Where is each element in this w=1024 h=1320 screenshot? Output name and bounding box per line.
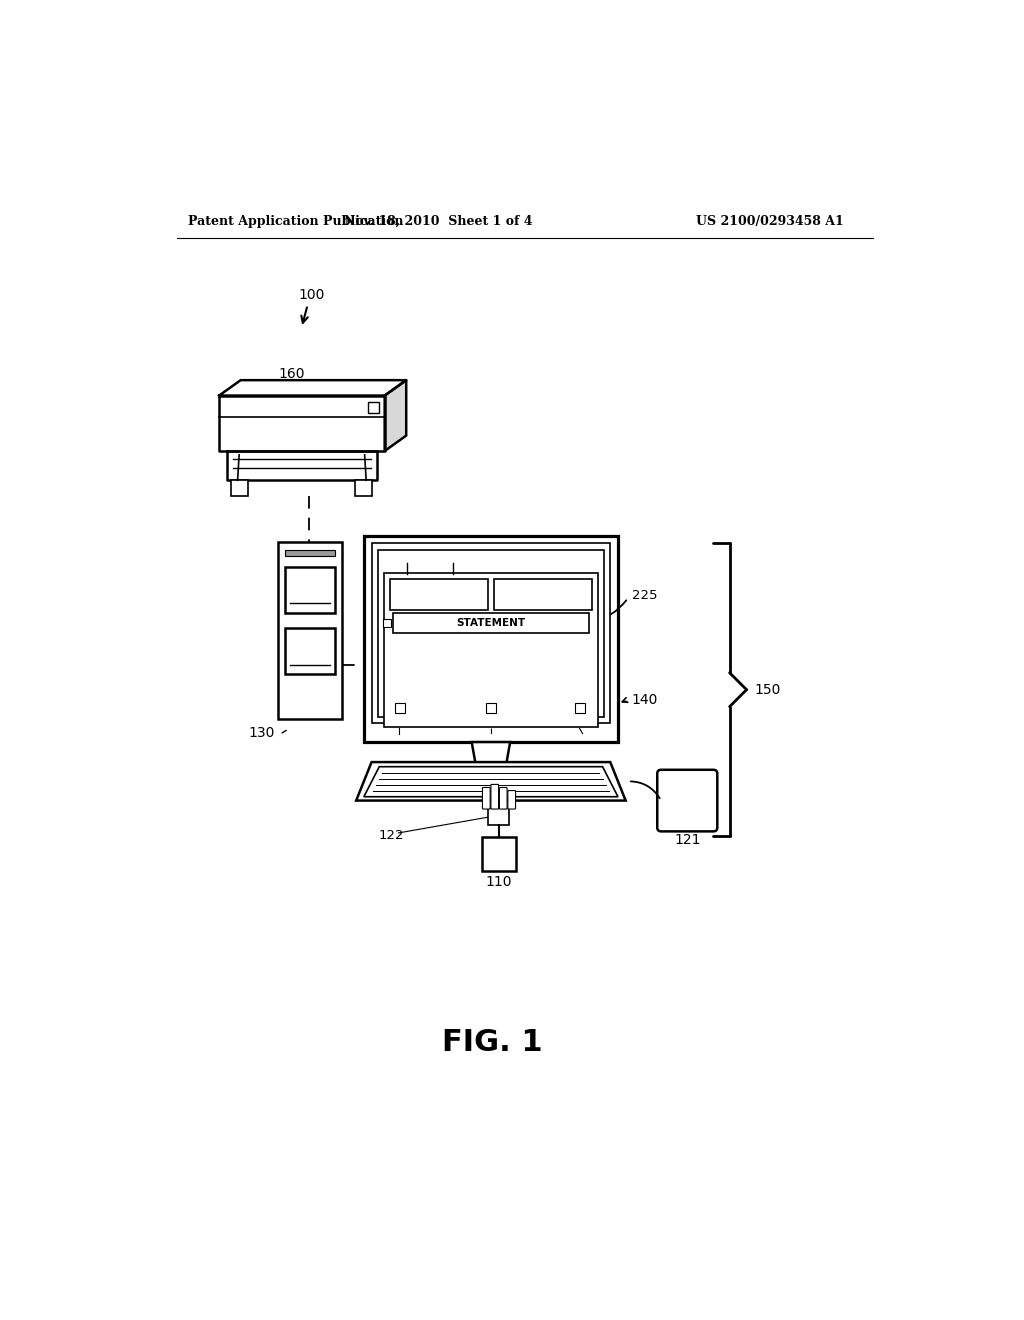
Text: 211: 211 — [569, 715, 590, 726]
Text: 122: 122 — [378, 829, 403, 842]
FancyBboxPatch shape — [500, 788, 507, 809]
Text: 100: 100 — [298, 289, 325, 302]
Polygon shape — [364, 767, 617, 797]
FancyBboxPatch shape — [482, 788, 490, 809]
Bar — [494, 578, 592, 610]
Bar — [364, 536, 617, 742]
Bar — [279, 543, 342, 719]
Text: US 2100/0293458 A1: US 2100/0293458 A1 — [695, 215, 844, 228]
Bar — [390, 578, 487, 610]
Text: Nov. 18, 2010  Sheet 1 of 4: Nov. 18, 2010 Sheet 1 of 4 — [344, 215, 532, 228]
Bar — [383, 619, 391, 627]
Bar — [372, 544, 610, 723]
Text: 121: 121 — [674, 833, 700, 847]
Polygon shape — [219, 380, 407, 396]
FancyBboxPatch shape — [508, 791, 515, 809]
Bar — [574, 702, 585, 713]
Text: Patent Application Publication: Patent Application Publication — [188, 215, 403, 228]
Text: 130: 130 — [248, 726, 274, 739]
Text: FIG. 1: FIG. 1 — [442, 1028, 543, 1057]
Bar — [285, 549, 336, 556]
Text: 210b: 210b — [438, 552, 468, 565]
Bar — [481, 837, 516, 871]
Text: 110: 110 — [485, 875, 512, 890]
Polygon shape — [385, 380, 407, 451]
Text: 150: 150 — [755, 682, 780, 697]
Bar — [394, 702, 404, 713]
Bar — [230, 480, 248, 495]
Polygon shape — [226, 451, 377, 480]
Polygon shape — [219, 396, 385, 451]
Text: 140: 140 — [632, 693, 658, 706]
Text: 210a: 210a — [392, 552, 422, 565]
Bar — [355, 480, 373, 495]
FancyBboxPatch shape — [490, 784, 499, 809]
Polygon shape — [472, 742, 510, 763]
Polygon shape — [356, 762, 626, 800]
Text: 131: 131 — [297, 582, 324, 597]
Bar — [286, 628, 335, 675]
Bar — [368, 401, 379, 412]
Bar — [286, 566, 335, 612]
Text: 226: 226 — [481, 715, 501, 726]
Bar — [378, 549, 604, 717]
Text: 132: 132 — [297, 644, 324, 659]
Text: 225: 225 — [632, 589, 657, 602]
Text: STATEMENT: STATEMENT — [457, 618, 525, 628]
FancyBboxPatch shape — [657, 770, 717, 832]
Text: 160: 160 — [279, 367, 305, 381]
Text: 211: 211 — [389, 715, 410, 726]
Bar — [486, 702, 497, 713]
Bar — [384, 573, 598, 727]
Bar — [487, 808, 509, 825]
Bar — [393, 612, 589, 632]
